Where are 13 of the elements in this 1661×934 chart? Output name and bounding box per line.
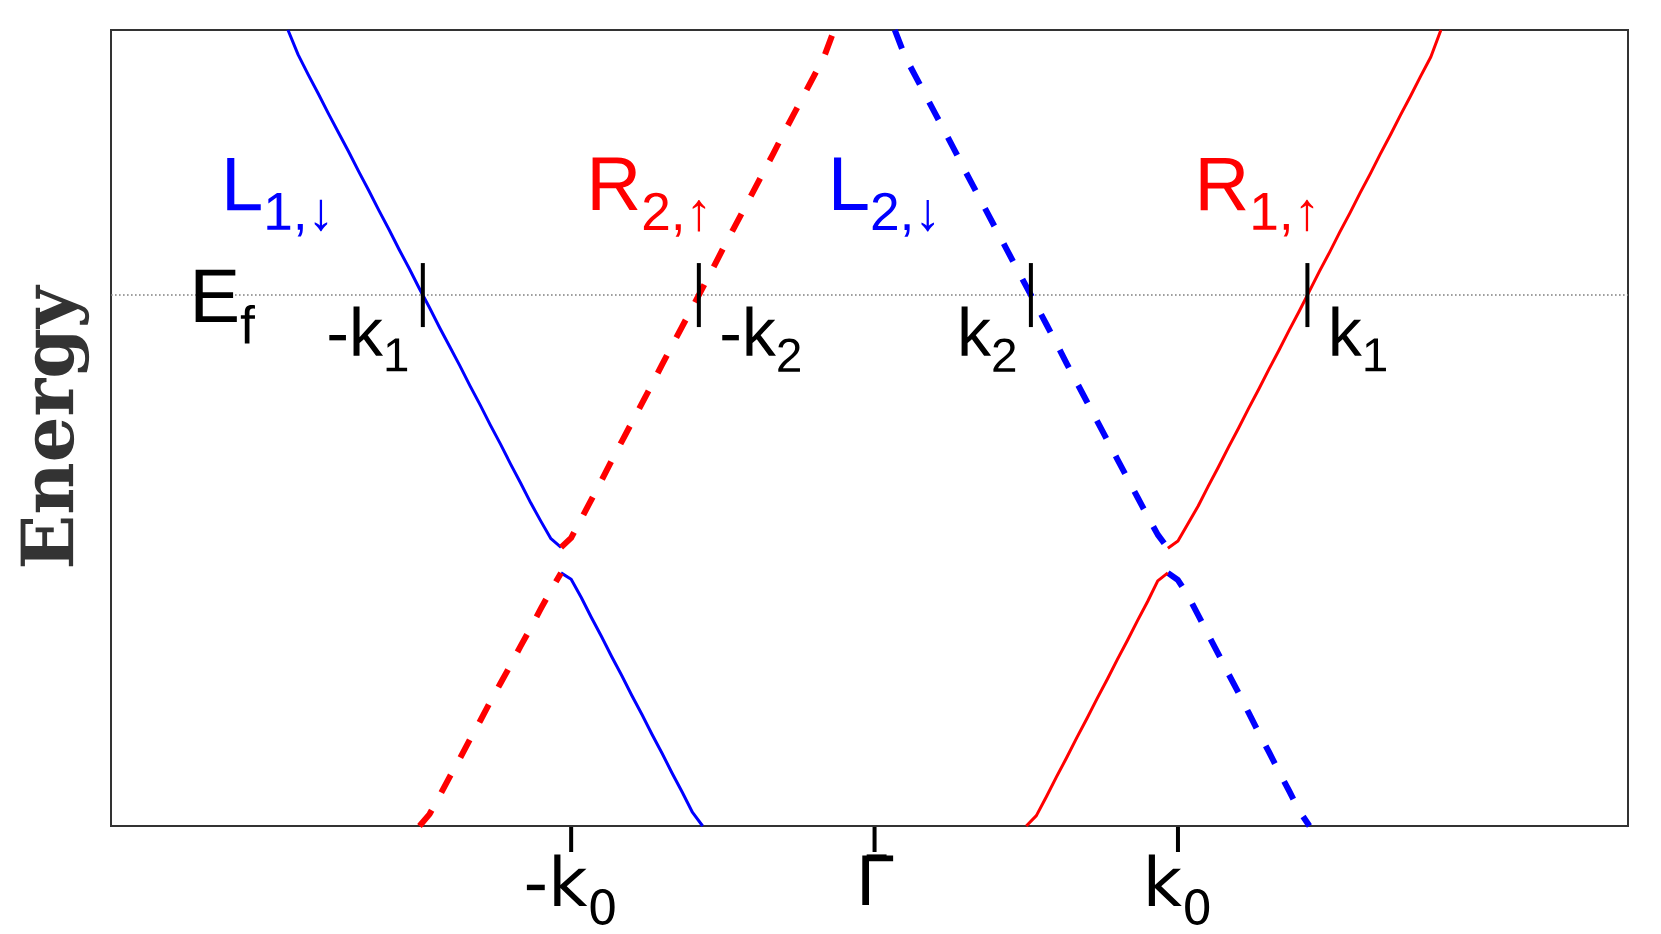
x-tick-label: Γ̄ <box>862 854 894 906</box>
annotation: k$_{1}$ <box>1332 306 1386 372</box>
series-label: L$_{2,↓}$ <box>834 157 934 237</box>
x-tick-label: -k$_{0}$ <box>526 854 615 925</box>
x-tick-label: k$_{0}$ <box>1148 854 1210 925</box>
annotation: k$_{2}$ <box>961 306 1016 372</box>
y-axis-title: Energy <box>20 284 90 567</box>
series-label: R$_{2,↑}$ <box>592 157 706 237</box>
ref-line-label: E$_{f}$ <box>195 269 255 344</box>
annotation: -k$_{2}$ <box>722 306 800 372</box>
series-label: L$_{1,↓}$ <box>227 157 328 237</box>
annotation: -k$_{1}$ <box>329 306 408 372</box>
series-label: R$_{1,↑}$ <box>1200 157 1314 237</box>
